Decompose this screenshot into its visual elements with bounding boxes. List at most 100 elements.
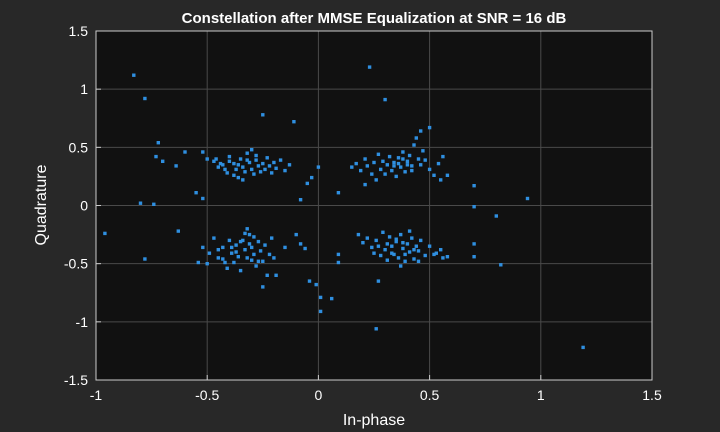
data-point [261,161,265,166]
data-point [419,129,423,133]
data-point [390,244,394,248]
data-point [390,251,394,255]
data-point [423,253,427,258]
data-point [432,252,436,257]
axis-ticks: -1 -0.5 0 0.5 1 1.5-1.5-1-0.500.511.5 [64,23,662,403]
data-point [292,120,296,124]
data-point [278,158,283,162]
data-point [201,150,205,154]
data-point [298,242,303,246]
data-point [241,238,245,243]
data-point [261,259,265,263]
data-point [394,174,398,179]
data-point [385,163,389,167]
data-point [201,196,205,201]
y-tick-label: 1 [80,81,88,97]
data-point [305,181,309,186]
data-point [396,156,401,160]
data-point [230,245,234,250]
data-point [394,239,398,244]
data-point [243,170,247,174]
data-point [138,201,143,205]
y-tick-label: 0.5 [69,139,89,155]
data-point [423,158,427,162]
data-point [359,168,363,173]
data-point [419,238,423,243]
data-point [407,250,412,254]
data-point [314,282,318,287]
data-point [221,163,225,167]
data-point [372,251,376,255]
data-point [394,237,398,241]
data-point [427,244,432,248]
data-point [232,260,236,265]
data-point [407,153,412,158]
data-point [363,157,367,161]
data-point [205,157,209,161]
data-point [416,249,421,253]
data-point [256,259,261,263]
data-point [254,153,258,158]
data-point [234,250,238,254]
data-point [252,252,256,257]
data-point [218,161,223,166]
data-point [385,258,389,262]
data-point [472,184,476,188]
data-point [270,236,274,240]
data-point [227,159,232,163]
data-point [132,73,136,77]
data-point [250,245,254,250]
data-point [392,164,396,168]
data-point [399,165,403,169]
data-point [143,257,147,261]
data-point [432,173,436,177]
data-point [283,168,287,173]
data-point [427,167,432,172]
data-point [212,159,216,163]
data-point [525,196,530,201]
data-point [221,257,225,261]
data-point [232,173,236,177]
data-point [238,268,243,273]
data-point [381,159,385,163]
data-point [274,166,278,170]
data-point [267,164,272,168]
data-point [256,164,261,168]
data-point [356,232,361,237]
data-point [274,273,278,277]
data-point [245,227,249,231]
data-point [365,236,369,240]
data-point [410,168,414,173]
data-point [225,171,229,175]
data-point [236,255,240,259]
data-point [401,150,405,154]
data-point [174,164,178,168]
data-point [385,242,389,246]
y-tick-label: -1 [76,314,89,330]
y-tick-label: 1.5 [69,23,89,39]
data-point [367,65,372,69]
x-tick-label: 0.5 [420,387,440,403]
data-point [156,141,160,145]
data-point [247,160,252,165]
data-point [419,163,423,167]
data-point [216,165,220,169]
data-point [261,285,265,289]
data-point [318,309,323,314]
data-point [416,157,421,161]
data-point [399,232,403,237]
data-point [230,251,234,255]
data-point [154,154,158,159]
data-point [254,264,258,268]
data-point [258,170,263,174]
data-point [212,236,216,240]
data-point [254,158,258,162]
data-point [238,157,243,161]
data-point [303,246,307,251]
data-point [387,235,392,239]
data-point [410,236,414,240]
data-point [241,178,245,182]
data-point [472,205,476,209]
data-point [336,252,341,257]
data-point [245,158,249,162]
